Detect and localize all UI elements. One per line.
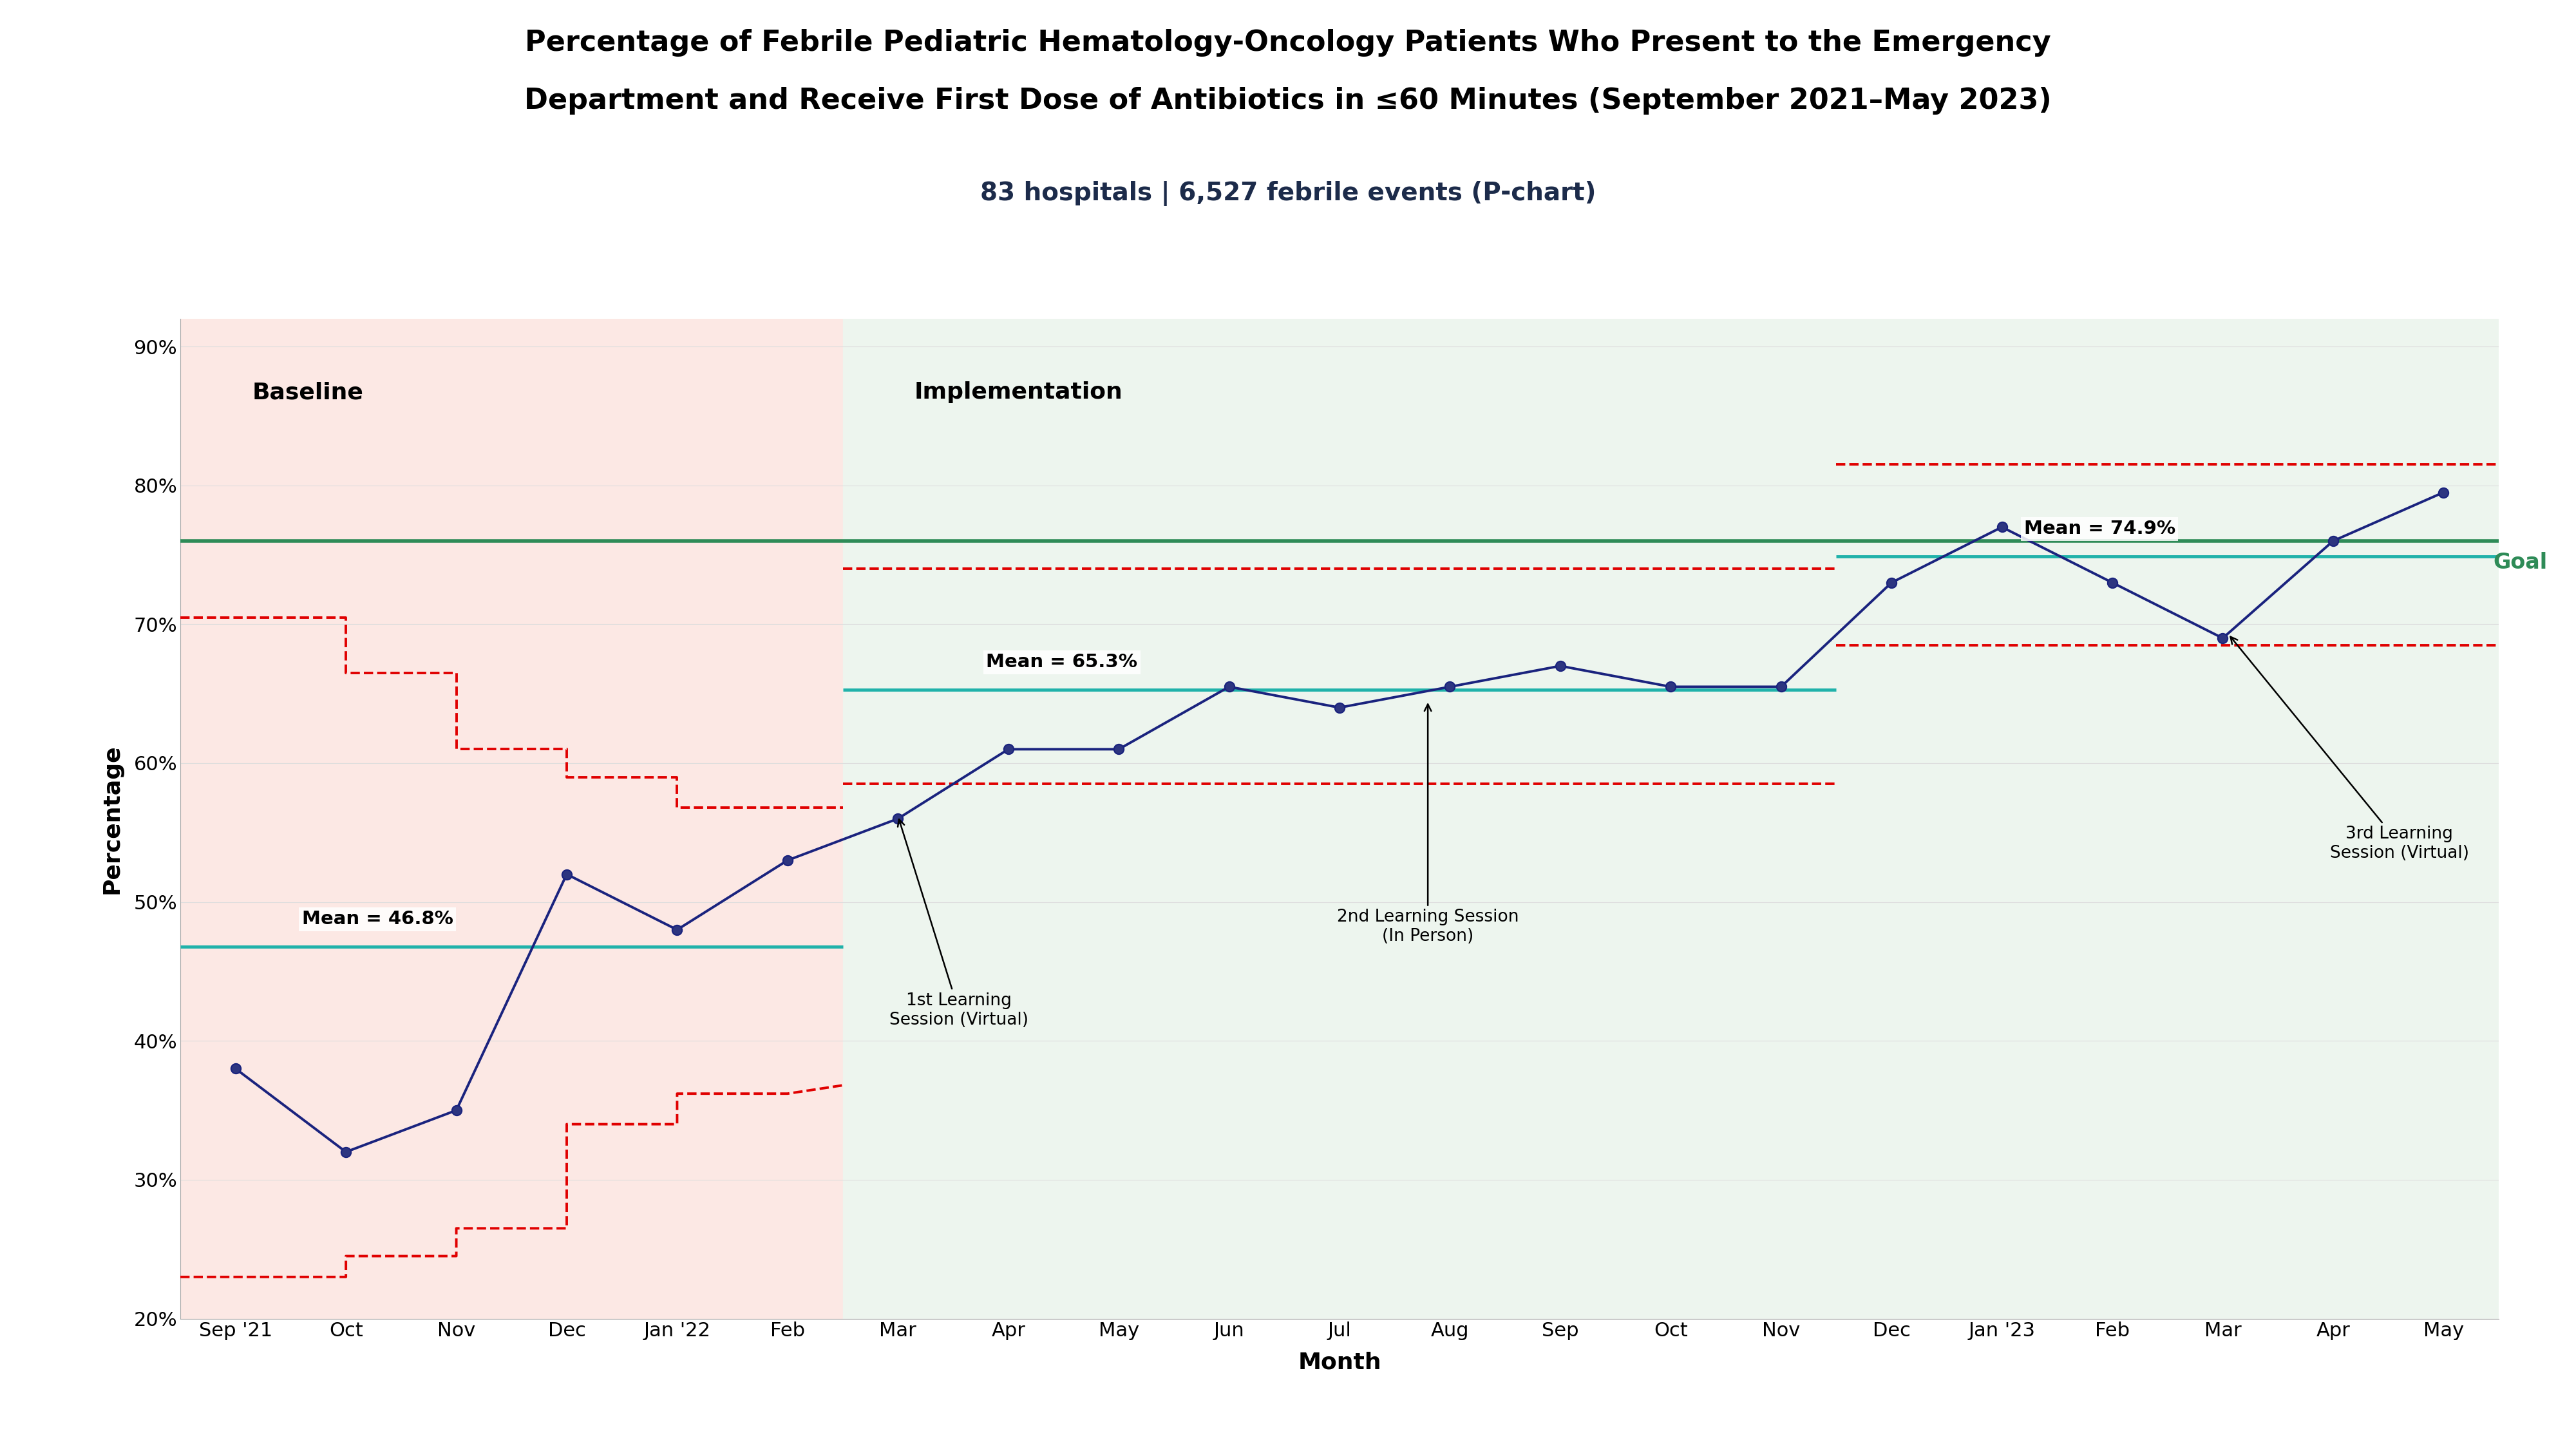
Text: 1st Learning
Session (Virtual): 1st Learning Session (Virtual) (889, 819, 1028, 1029)
Text: 83 hospitals | 6,527 febrile events (P-chart): 83 hospitals | 6,527 febrile events (P-c… (979, 181, 1597, 206)
Text: Implementation: Implementation (914, 381, 1123, 403)
Text: 2nd Learning Session
(In Person): 2nd Learning Session (In Person) (1337, 704, 1520, 945)
Y-axis label: Percentage: Percentage (100, 743, 124, 894)
Bar (842, 319, 2499, 1319)
X-axis label: Month: Month (1298, 1350, 1381, 1374)
Bar (180, 319, 842, 1319)
Text: Mean = 46.8%: Mean = 46.8% (301, 910, 453, 927)
Text: Percentage of Febrile Pediatric Hematology-Oncology Patients Who Present to the : Percentage of Febrile Pediatric Hematolo… (526, 29, 2050, 57)
Text: Mean = 65.3%: Mean = 65.3% (987, 653, 1139, 671)
Text: Department and Receive First Dose of Antibiotics in ≤60 Minutes (September 2021–: Department and Receive First Dose of Ant… (526, 87, 2050, 114)
Text: Baseline: Baseline (252, 381, 363, 403)
Text: Goal: Goal (2494, 552, 2548, 574)
Text: Mean = 74.9%: Mean = 74.9% (2025, 520, 2174, 538)
Text: 3rd Learning
Session (Virtual): 3rd Learning Session (Virtual) (2231, 636, 2468, 862)
